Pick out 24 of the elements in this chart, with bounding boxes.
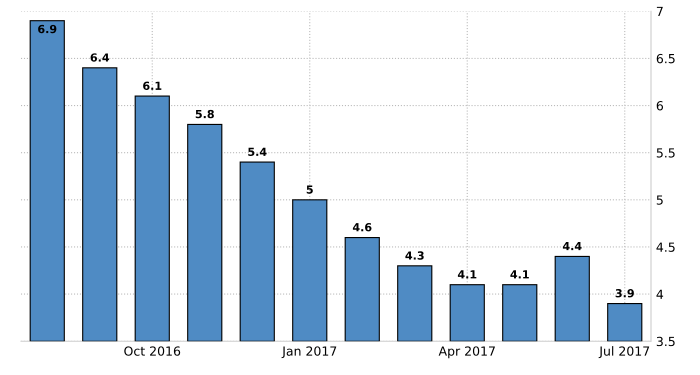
x-tick-label: Oct 2016	[124, 346, 180, 356]
y-tick-label: 4	[656, 290, 664, 299]
data-label: 3.9	[616, 289, 634, 298]
x-tick-label: Jul 2017	[598, 346, 650, 358]
y-tick-label: 7	[656, 6, 663, 16]
y-tick-label: 5.5	[656, 148, 675, 158]
y-tick-label: 5	[656, 195, 663, 205]
data-label: 6.9	[38, 24, 56, 34]
data-label: 5.8	[196, 110, 214, 118]
y-tick-label: 6	[656, 101, 664, 110]
data-label: 6.4	[90, 53, 110, 62]
data-label: 4.1	[458, 270, 476, 278]
data-label: 5.4	[248, 148, 267, 156]
data-label: 4.3	[405, 251, 424, 260]
data-label: 5	[306, 185, 313, 194]
data-label: 4.4	[562, 242, 582, 250]
y-tick-label: 3.5	[656, 336, 675, 346]
x-tick-label: Apr 2017	[438, 346, 495, 358]
y-tick-label: 6.5	[656, 54, 675, 64]
data-label: 4.6	[352, 223, 372, 232]
data-label: 6.1	[143, 82, 162, 90]
x-tick-label: Jan 2017	[282, 346, 336, 358]
y-tick-label: 4.5	[656, 242, 675, 252]
data-label: 4.1	[510, 270, 529, 278]
